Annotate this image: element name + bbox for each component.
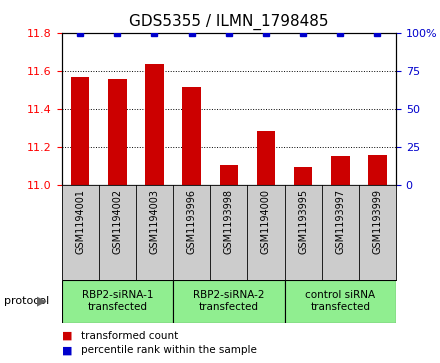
Text: RBP2-siRNA-2
transfected: RBP2-siRNA-2 transfected bbox=[193, 290, 264, 312]
Bar bbox=[145, 64, 164, 185]
Bar bbox=[285, 280, 396, 323]
Bar bbox=[173, 280, 285, 323]
Bar bbox=[108, 79, 127, 185]
Title: GDS5355 / ILMN_1798485: GDS5355 / ILMN_1798485 bbox=[129, 14, 329, 30]
Bar bbox=[220, 165, 238, 185]
Text: ■: ■ bbox=[62, 345, 72, 355]
Bar bbox=[294, 167, 312, 185]
Text: transformed count: transformed count bbox=[81, 331, 179, 341]
Text: percentile rank within the sample: percentile rank within the sample bbox=[81, 345, 257, 355]
Bar bbox=[62, 280, 173, 323]
Text: RBP2-siRNA-1
transfected: RBP2-siRNA-1 transfected bbox=[81, 290, 153, 312]
Bar bbox=[331, 156, 349, 185]
Text: GSM1194001: GSM1194001 bbox=[75, 189, 85, 254]
Bar bbox=[368, 155, 387, 185]
Text: GSM1193995: GSM1193995 bbox=[298, 189, 308, 254]
Text: control siRNA
transfected: control siRNA transfected bbox=[305, 290, 375, 312]
Text: ▶: ▶ bbox=[37, 295, 47, 308]
Bar bbox=[182, 87, 201, 185]
Bar bbox=[71, 77, 89, 185]
Text: ■: ■ bbox=[62, 331, 72, 341]
Text: GSM1194003: GSM1194003 bbox=[150, 189, 159, 254]
Text: GSM1194002: GSM1194002 bbox=[112, 189, 122, 254]
Text: GSM1193999: GSM1193999 bbox=[372, 189, 382, 254]
Text: GSM1193998: GSM1193998 bbox=[224, 189, 234, 254]
Text: GSM1193996: GSM1193996 bbox=[187, 189, 197, 254]
Text: GSM1193997: GSM1193997 bbox=[335, 189, 345, 254]
Text: GSM1194000: GSM1194000 bbox=[261, 189, 271, 254]
Bar bbox=[257, 131, 275, 185]
Text: protocol: protocol bbox=[4, 296, 50, 306]
